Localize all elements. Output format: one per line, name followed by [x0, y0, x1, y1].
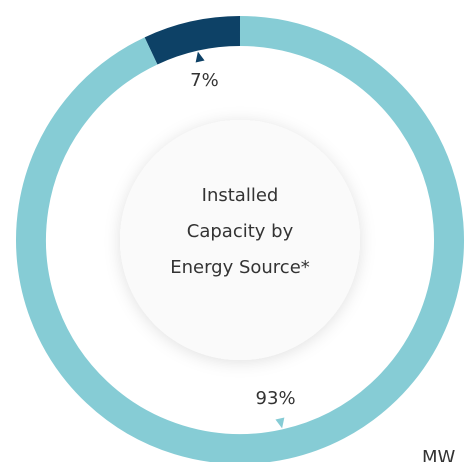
ring	[16, 16, 464, 462]
title-line: Energy Source*	[170, 257, 310, 278]
value-label: 7%	[190, 70, 219, 91]
title-line: Capacity by	[187, 221, 294, 242]
donut-segment	[144, 16, 241, 65]
unit-note: MW	[422, 447, 456, 462]
donut-segment	[16, 16, 464, 462]
label-pointer	[195, 51, 205, 63]
center-disc	[120, 120, 360, 360]
value-label: 93%	[256, 388, 296, 409]
title-line: Installed	[202, 185, 279, 206]
label-pointer	[275, 417, 285, 429]
